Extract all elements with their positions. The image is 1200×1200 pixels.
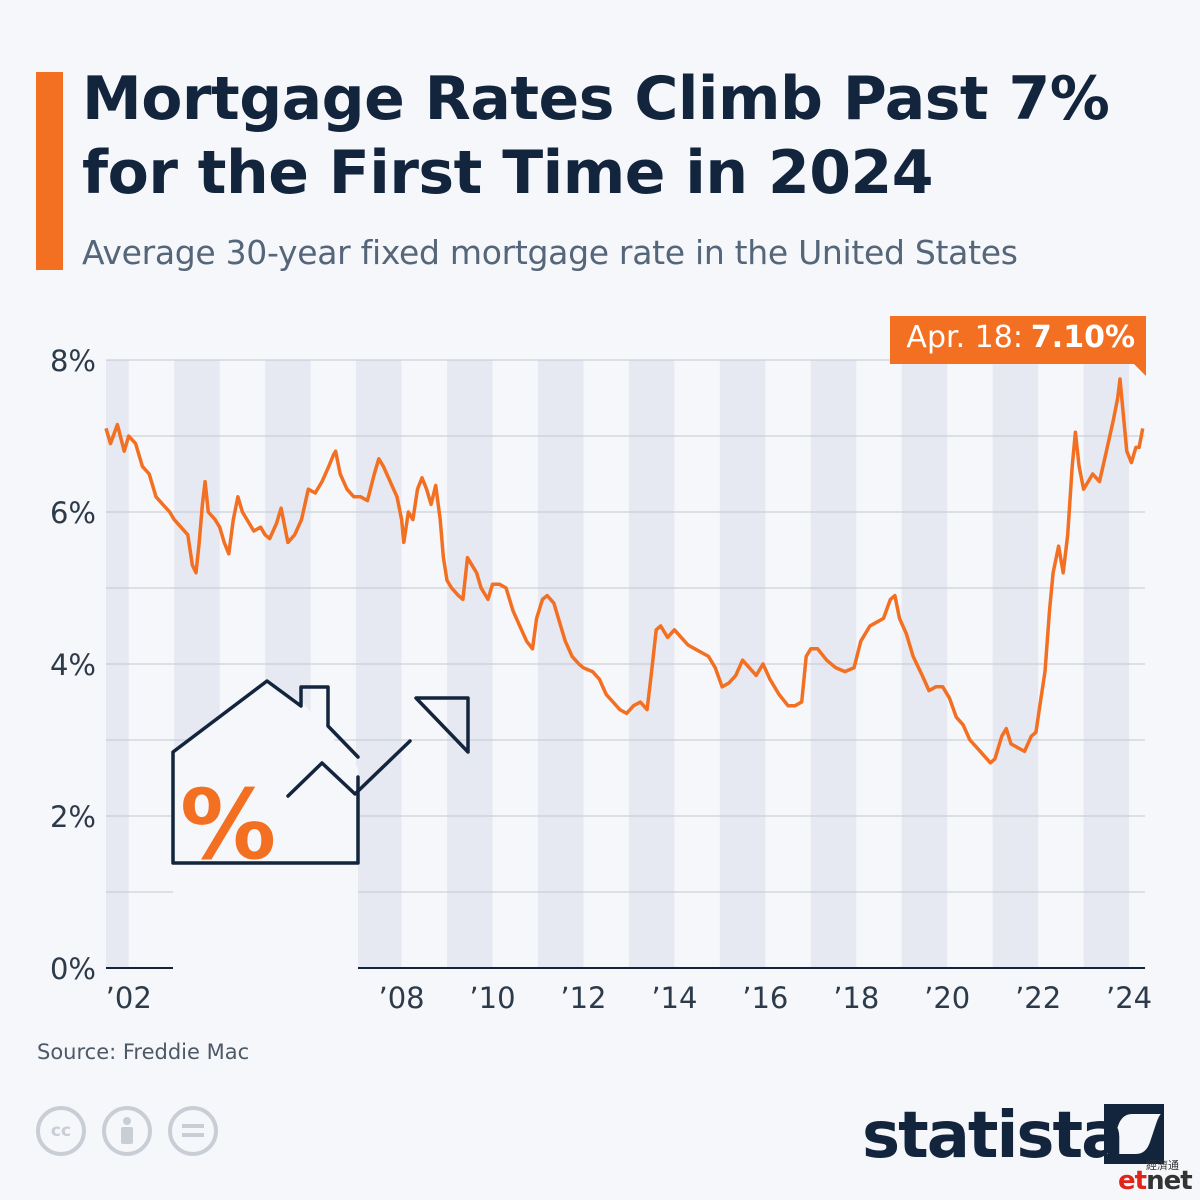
x-tick-label: ’08: [378, 981, 424, 1015]
series-line: [104, 377, 1145, 765]
y-tick-label: 0%: [50, 952, 96, 986]
svg-text:%: %: [180, 769, 276, 881]
callout-box: [890, 316, 1146, 376]
house-percent-icon: %: [171, 679, 470, 1020]
y-tick-label: 6%: [50, 496, 96, 530]
callout-date: Apr. 18:: [906, 320, 1023, 355]
statista-logo-icon: [1104, 1104, 1164, 1164]
source-note: Source: Freddie Mac: [37, 1040, 250, 1064]
x-tick-label: ’24: [1106, 981, 1152, 1015]
line-chart: 0%2%4%6%8% ’02’04’06’08’10’12’14’16’18’2…: [50, 316, 1152, 1020]
accent-bar: [36, 72, 63, 270]
no-derivatives-icon[interactable]: [168, 1106, 218, 1156]
y-tick-label: 4%: [50, 648, 96, 682]
x-tick-label: ’20: [924, 981, 970, 1015]
callout-value: 7.10%: [1031, 320, 1135, 355]
license-icons: cc: [36, 1106, 218, 1156]
x-tick-label: ’18: [833, 981, 879, 1015]
cc-icon[interactable]: cc: [36, 1106, 86, 1156]
attribution-icon[interactable]: [102, 1106, 152, 1156]
y-tick-label: 2%: [50, 800, 96, 834]
x-tick-label: ’16: [742, 981, 788, 1015]
x-tick-label: ’02: [106, 981, 152, 1015]
x-tick-label: ’12: [560, 981, 606, 1015]
y-axis-labels: 0% 2% 4% 6% 8%: [50, 344, 96, 986]
x-tick-label: ’14: [651, 981, 697, 1015]
watermark-logo: etnet: [1118, 1166, 1193, 1196]
annotation-callout: Apr. 18: 7.10%: [890, 316, 1146, 376]
chart-title: Mortgage Rates Climb Past 7% for the Fir…: [82, 64, 1110, 208]
x-tick-label: ’10: [469, 981, 515, 1015]
statista-logo-text[interactable]: statista: [862, 1099, 1124, 1173]
x-tick-label: ’22: [1015, 981, 1061, 1015]
watermark-cn: 經濟通: [1146, 1159, 1179, 1172]
chart-subtitle: Average 30-year fixed mortgage rate in t…: [82, 233, 1018, 272]
y-tick-label: 8%: [50, 344, 96, 378]
svg-text:Apr. 18:7.10%: Apr. 18: 7.10%: [906, 320, 1135, 355]
